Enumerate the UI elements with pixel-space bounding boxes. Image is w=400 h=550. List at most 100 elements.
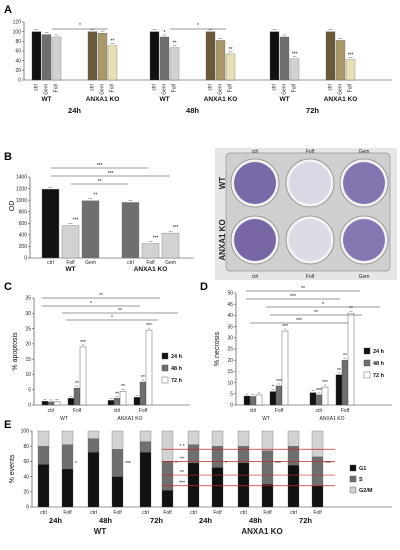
d-bar xyxy=(309,392,317,406)
d-legend-swatch xyxy=(363,359,371,367)
c-ytick-label: 20 xyxy=(25,342,31,348)
a-bar xyxy=(87,31,98,81)
e-bar-segment xyxy=(61,444,74,470)
e-sig-star: * xyxy=(225,461,227,467)
b-plate-stain xyxy=(289,162,331,204)
b-plate-stain xyxy=(289,219,331,261)
d-sig-star: *** xyxy=(276,379,282,385)
e-bar-segment xyxy=(311,485,324,508)
e-bar-segment xyxy=(287,430,300,447)
d-ytick-label: 25 xyxy=(227,347,233,353)
e-category-label: ctrl xyxy=(90,510,97,516)
b-sig-star: *** xyxy=(173,225,179,231)
a-bar xyxy=(169,47,180,81)
e-time-label: 72h xyxy=(150,516,163,525)
d-bracket-star: * xyxy=(322,302,324,308)
e-bar-segment xyxy=(139,441,152,453)
e-bar-segment xyxy=(37,464,50,508)
c-bar xyxy=(145,329,153,406)
panel-b-plate-photo: ctrl Folf Gem ctrl Folf Gem WT ANXA1 KO xyxy=(215,148,397,280)
d-ytick-label: 5 xyxy=(230,392,233,398)
a-category-label: ctrl xyxy=(90,84,96,91)
a-category-label: Folf xyxy=(110,83,116,92)
a-category-label: Folf xyxy=(172,83,178,92)
e-category-label: ctrl xyxy=(240,510,247,516)
e-bar-segment xyxy=(87,452,100,508)
b-plate-stain xyxy=(343,162,385,204)
e-category-label: Folf xyxy=(63,510,72,516)
a-category-label: Folf xyxy=(348,83,354,92)
c-category-label: ctrl xyxy=(114,408,121,414)
c-ytick-label: 25 xyxy=(25,326,31,332)
b-plate-col-label-bottom: Gem xyxy=(359,274,370,280)
e-red-star: ** xyxy=(180,470,184,476)
a-category-label: ctrl xyxy=(34,84,40,91)
a-ytick-label: 100 xyxy=(13,29,22,35)
b-category-label: Folf xyxy=(66,260,75,266)
e-ytick-label: 80 xyxy=(23,444,29,450)
a-category-label: Gem xyxy=(44,84,50,95)
c-bar xyxy=(41,401,49,406)
b-ytick-label: 800 xyxy=(19,209,28,215)
a-bar xyxy=(51,36,62,81)
e-bar-segment xyxy=(211,467,224,508)
d-sig-star: *** xyxy=(282,324,288,330)
b-sig-star: *** xyxy=(73,218,79,224)
c-category-label: ctrl xyxy=(48,408,55,414)
e-bar-segment xyxy=(139,430,152,442)
e-bar-segment xyxy=(161,490,174,508)
a-time-label: 48h xyxy=(186,106,199,115)
a-bar xyxy=(149,31,160,81)
a-bracket-star: * xyxy=(197,23,199,29)
d-ytick-label: 50 xyxy=(227,291,233,297)
d-legend-swatch xyxy=(363,347,371,355)
d-bar xyxy=(243,395,251,406)
d-ytick-label: 20 xyxy=(227,358,233,364)
e-category-label: Folf xyxy=(163,510,172,516)
b-ytick-label: 0 xyxy=(24,256,27,262)
d-sig-star: ** xyxy=(337,368,341,374)
panel-letter-d: D xyxy=(200,281,208,293)
a-category-label: Gem xyxy=(100,84,106,95)
c-bar xyxy=(113,398,121,406)
d-bar xyxy=(315,394,323,406)
d-bar xyxy=(347,312,355,406)
d-ytick-label: 45 xyxy=(227,302,233,308)
a-group-title: WT xyxy=(279,96,289,103)
a-bar xyxy=(225,53,236,81)
e-ytick-label: 100 xyxy=(21,429,30,435)
c-legend-swatch xyxy=(161,352,169,360)
c-ytick-label: 0 xyxy=(28,403,31,409)
b-plate-stain xyxy=(234,162,276,204)
e-legend-swatch xyxy=(349,486,357,494)
c-bar xyxy=(67,398,75,406)
a-ytick-label: 20 xyxy=(15,68,21,74)
b-category-label: Folf xyxy=(146,260,155,266)
b-category-label: Gem xyxy=(165,260,176,266)
e-bar-segment xyxy=(261,450,274,485)
e-bar-segment xyxy=(87,438,100,453)
a-bar xyxy=(215,40,226,81)
e-bar-segment xyxy=(261,484,274,508)
d-bar xyxy=(321,386,329,406)
a-bracket-star: * xyxy=(79,23,81,29)
d-category-label: Folf xyxy=(341,408,350,414)
e-bar-segment xyxy=(237,446,250,464)
a-sig-star: * xyxy=(164,30,166,36)
e-sig-star: * xyxy=(175,461,177,467)
e-ytick-label: 60 xyxy=(23,459,29,465)
c-bracket-star: * xyxy=(111,315,113,321)
c-legend-label: 48 h xyxy=(171,366,183,372)
c-bracket-star: * xyxy=(90,301,92,307)
a-bar xyxy=(335,40,346,81)
d-ytick-label: 30 xyxy=(227,336,233,342)
e-ytick-label: 20 xyxy=(23,490,29,496)
b-bar xyxy=(161,232,180,259)
b-y-axis-label: OD xyxy=(9,201,16,212)
a-ytick-label: 40 xyxy=(15,58,21,64)
a-category-label: Gem xyxy=(338,84,344,95)
e-bar-segment xyxy=(187,462,200,508)
c-legend-label: 72 h xyxy=(171,378,183,384)
panel-b-chart: 0 200 400 600 800 1000 1200 1400 OD ctrl *** Folf **… xyxy=(9,163,194,273)
